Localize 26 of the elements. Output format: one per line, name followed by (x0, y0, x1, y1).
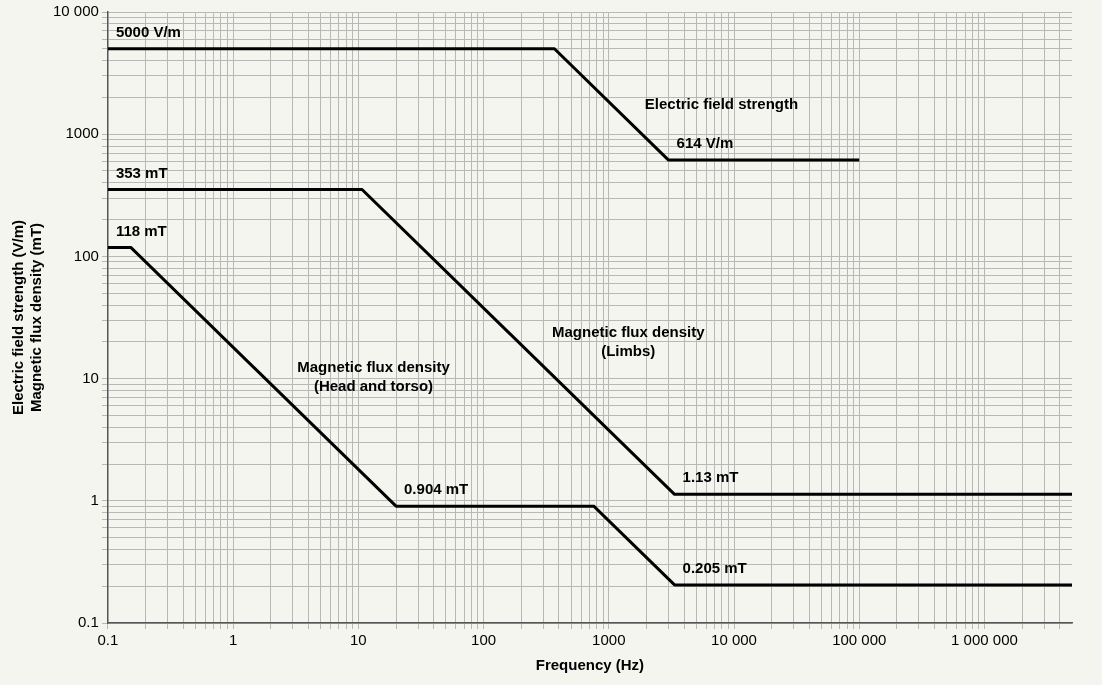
y-tick-label: 10 000 (52, 2, 99, 20)
y-axis-title: Electric field strength (V/m) Magnetic flux density (mT) (9, 219, 45, 416)
data-label: 0.904 mT (404, 480, 469, 498)
series-label: Magnetic flux density (Limbs) (552, 322, 706, 359)
x-tick-label: 1000 (592, 631, 626, 649)
data-label: 614 V/m (676, 134, 734, 152)
data-label: 353 mT (115, 163, 168, 181)
data-label: 5000 V/m (115, 22, 181, 40)
x-tick-label: 10 (349, 631, 367, 649)
y-tick-label: 1000 (65, 124, 99, 142)
data-label: 1.13 mT (682, 468, 739, 486)
series-label: Magnetic flux density (Head and torso) (297, 357, 451, 394)
y-tick-label: 0.1 (78, 613, 99, 631)
data-label: 0.205 mT (682, 559, 747, 577)
x-tick-label: 0.1 (97, 631, 119, 649)
series-label: Electric field strength (644, 94, 799, 112)
x-tick-label: 1 (228, 631, 238, 649)
y-tick-label: 1 (90, 490, 99, 508)
x-tick-label: 10 000 (711, 631, 757, 649)
x-axis-title: Frequency (Hz) (535, 656, 645, 674)
data-label: 118 mT (115, 221, 167, 239)
x-tick-label: 100 (471, 631, 497, 649)
x-tick-label: 1 000 000 (951, 631, 1018, 649)
x-tick-label: 100 000 (832, 631, 887, 649)
y-tick-label: 10 (82, 368, 99, 386)
y-tick-label: 100 (73, 246, 99, 264)
